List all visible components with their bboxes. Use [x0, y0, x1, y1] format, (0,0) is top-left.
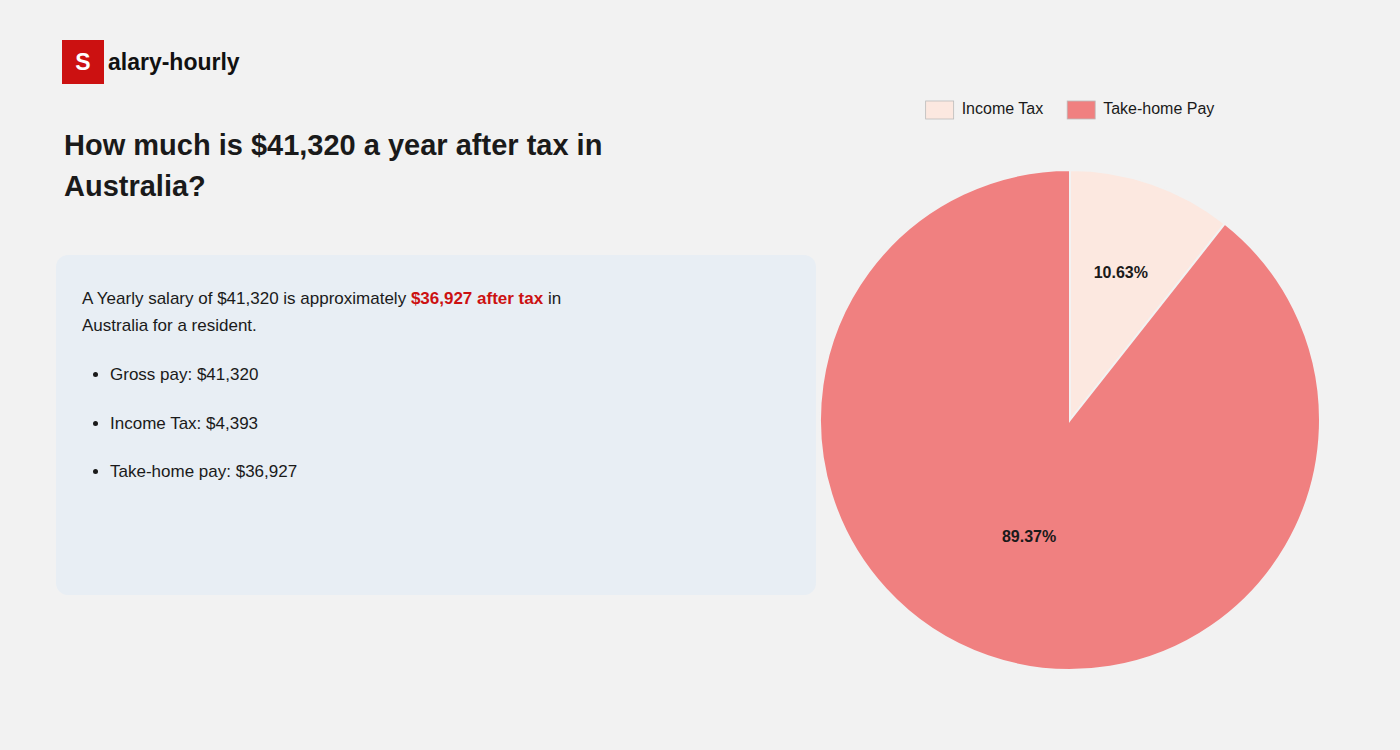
legend-label: Income Tax: [962, 100, 1044, 117]
info-box: A Yearly salary of $41,320 is approximat…: [56, 255, 816, 595]
pie-chart: 10.63% 89.37% Income Tax Take-home Pay: [790, 40, 1350, 720]
data-label: 89.37%: [1002, 528, 1056, 545]
legend-item: Take-home Pay: [1067, 100, 1214, 119]
slices: [820, 170, 1320, 670]
logo-text: alary-hourly: [108, 49, 240, 76]
logo-letter: S: [62, 40, 104, 84]
legend: Income Tax Take-home Pay: [926, 100, 1215, 119]
info-text: Australia for a resident.: [82, 312, 790, 339]
bullet-item: Income Tax: $4,393: [110, 414, 790, 434]
title: How much is $41,320 a year after tax in …: [64, 125, 664, 206]
bullet-item: Take-home pay: $36,927: [110, 462, 790, 482]
legend-swatch: [926, 101, 954, 119]
data-label: 10.63%: [1094, 264, 1148, 281]
data-labels: 10.63% 89.37%: [1002, 264, 1148, 546]
pie-slice: [820, 170, 1320, 670]
legend-item: Income Tax: [926, 100, 1044, 119]
legend-label: Take-home Pay: [1103, 100, 1214, 117]
bullet-list: Gross pay: $41,320 Income Tax: $4,393 Take…: [82, 365, 790, 482]
logo: Salary-hourly: [62, 40, 240, 84]
info-text: in: [543, 289, 561, 308]
highlight: $36,927 after tax: [411, 289, 543, 308]
info-text: A Yearly salary of $41,320 is approximat…: [82, 289, 411, 308]
legend-swatch: [1067, 101, 1095, 119]
chart: 10.63% 89.37% Income Tax Take-home Pay: [790, 40, 1350, 724]
info-line: A Yearly salary of $41,320 is approximat…: [82, 285, 790, 312]
bullet-item: Gross pay: $41,320: [110, 365, 790, 385]
